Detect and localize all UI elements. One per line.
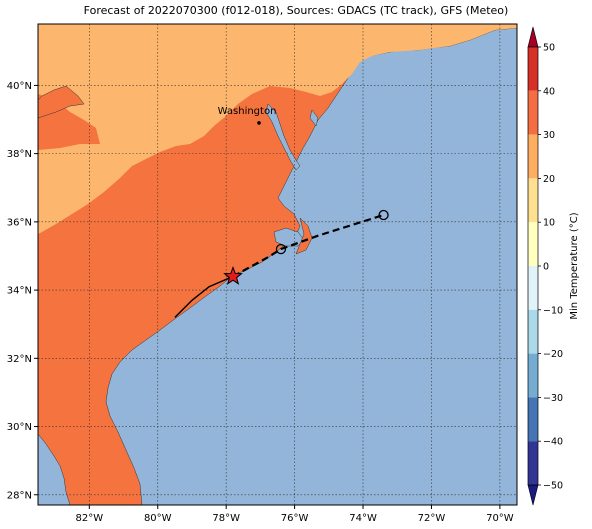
colorbar-band: [528, 309, 538, 354]
forecast-point-marker: [275, 243, 287, 255]
gulf-of-mexico: [38, 433, 71, 505]
colorbar-tick-label: 40: [543, 86, 555, 97]
colorbar-label: Min Temperature (°C): [569, 212, 580, 319]
colorbar-band: [528, 90, 538, 135]
colorbar-tick-label: −10: [543, 305, 563, 316]
colorbar-tick-label: 50: [543, 43, 555, 54]
colorbar-band: [528, 134, 538, 179]
colorbar-band: [528, 397, 538, 442]
colorbar-band: [528, 222, 538, 266]
colorbar-band: [528, 441, 538, 485]
past-track-line: [174, 275, 234, 318]
delaware-bay: [309, 109, 319, 127]
forecast-point-marker: [378, 209, 389, 221]
y-axis-ticks: 28°N 30°N 32°N 34°N 36°N 38°N 40°N: [7, 81, 38, 501]
gridlines: [38, 24, 517, 505]
y-tick-label: 38°N: [7, 149, 32, 160]
y-tick-label: 28°N: [7, 490, 32, 501]
colorbar-band: [528, 353, 538, 398]
colorbar-tick-label: −40: [543, 437, 563, 448]
colorbar-band: [528, 178, 538, 223]
colorbar-tick-label: −50: [543, 481, 563, 492]
colorbar-tick-label: −20: [543, 349, 563, 360]
colorbar-tick-label: −30: [543, 393, 563, 404]
colorbar-ticks: 50 40 30 20 10 0 −10 −20 −30 −40 −50: [538, 43, 563, 492]
x-tick-label: 80°W: [144, 513, 172, 524]
colorbar-tick-label: 30: [543, 130, 555, 141]
city-marker: [257, 121, 261, 125]
y-tick-label: 32°N: [7, 354, 32, 365]
colorbar-extend-max: [527, 26, 539, 48]
x-tick-label: 70°W: [486, 513, 514, 524]
y-tick-label: 30°N: [7, 422, 32, 433]
colorbar-bands: [527, 26, 539, 506]
colorbar-extend-min: [527, 484, 539, 506]
city-label: Washington: [218, 106, 277, 117]
map-area: Washington 82°W 80°W 78°W 76°W 74°W 72°W 70°W …: [7, 23, 518, 524]
colorbar-band: [528, 266, 538, 310]
storm-position-star-icon: [223, 265, 243, 285]
y-tick-label: 34°N: [7, 286, 32, 297]
y-tick-label: 36°N: [7, 217, 32, 228]
forecast-track-line: [232, 213, 384, 278]
y-tick-label: 40°N: [7, 81, 32, 92]
colorbar-tick-label: 0: [543, 262, 549, 273]
outer-banks: [295, 217, 313, 255]
city-washington: Washington: [218, 106, 277, 125]
map-title: Forecast of 2022070300 (f012-018), Sourc…: [83, 4, 509, 17]
x-tick-label: 76°W: [281, 513, 309, 524]
map-frame: [37, 23, 518, 506]
colorbar-tick-label: 20: [543, 174, 555, 185]
warm-intrusion: [38, 85, 85, 119]
x-tick-label: 74°W: [349, 513, 377, 524]
x-axis-ticks: 82°W 80°W 78°W 76°W 74°W 72°W 70°W: [76, 505, 514, 524]
colorbar-tick-label: 10: [543, 218, 555, 229]
colorbar: 50 40 30 20 10 0 −10 −20 −30 −40 −50 Min Temperatu…: [527, 26, 580, 506]
storm-track: [174, 209, 389, 318]
x-tick-label: 78°W: [212, 513, 240, 524]
x-tick-label: 82°W: [76, 513, 104, 524]
x-tick-label: 72°W: [418, 513, 446, 524]
colorbar-band: [528, 47, 538, 91]
